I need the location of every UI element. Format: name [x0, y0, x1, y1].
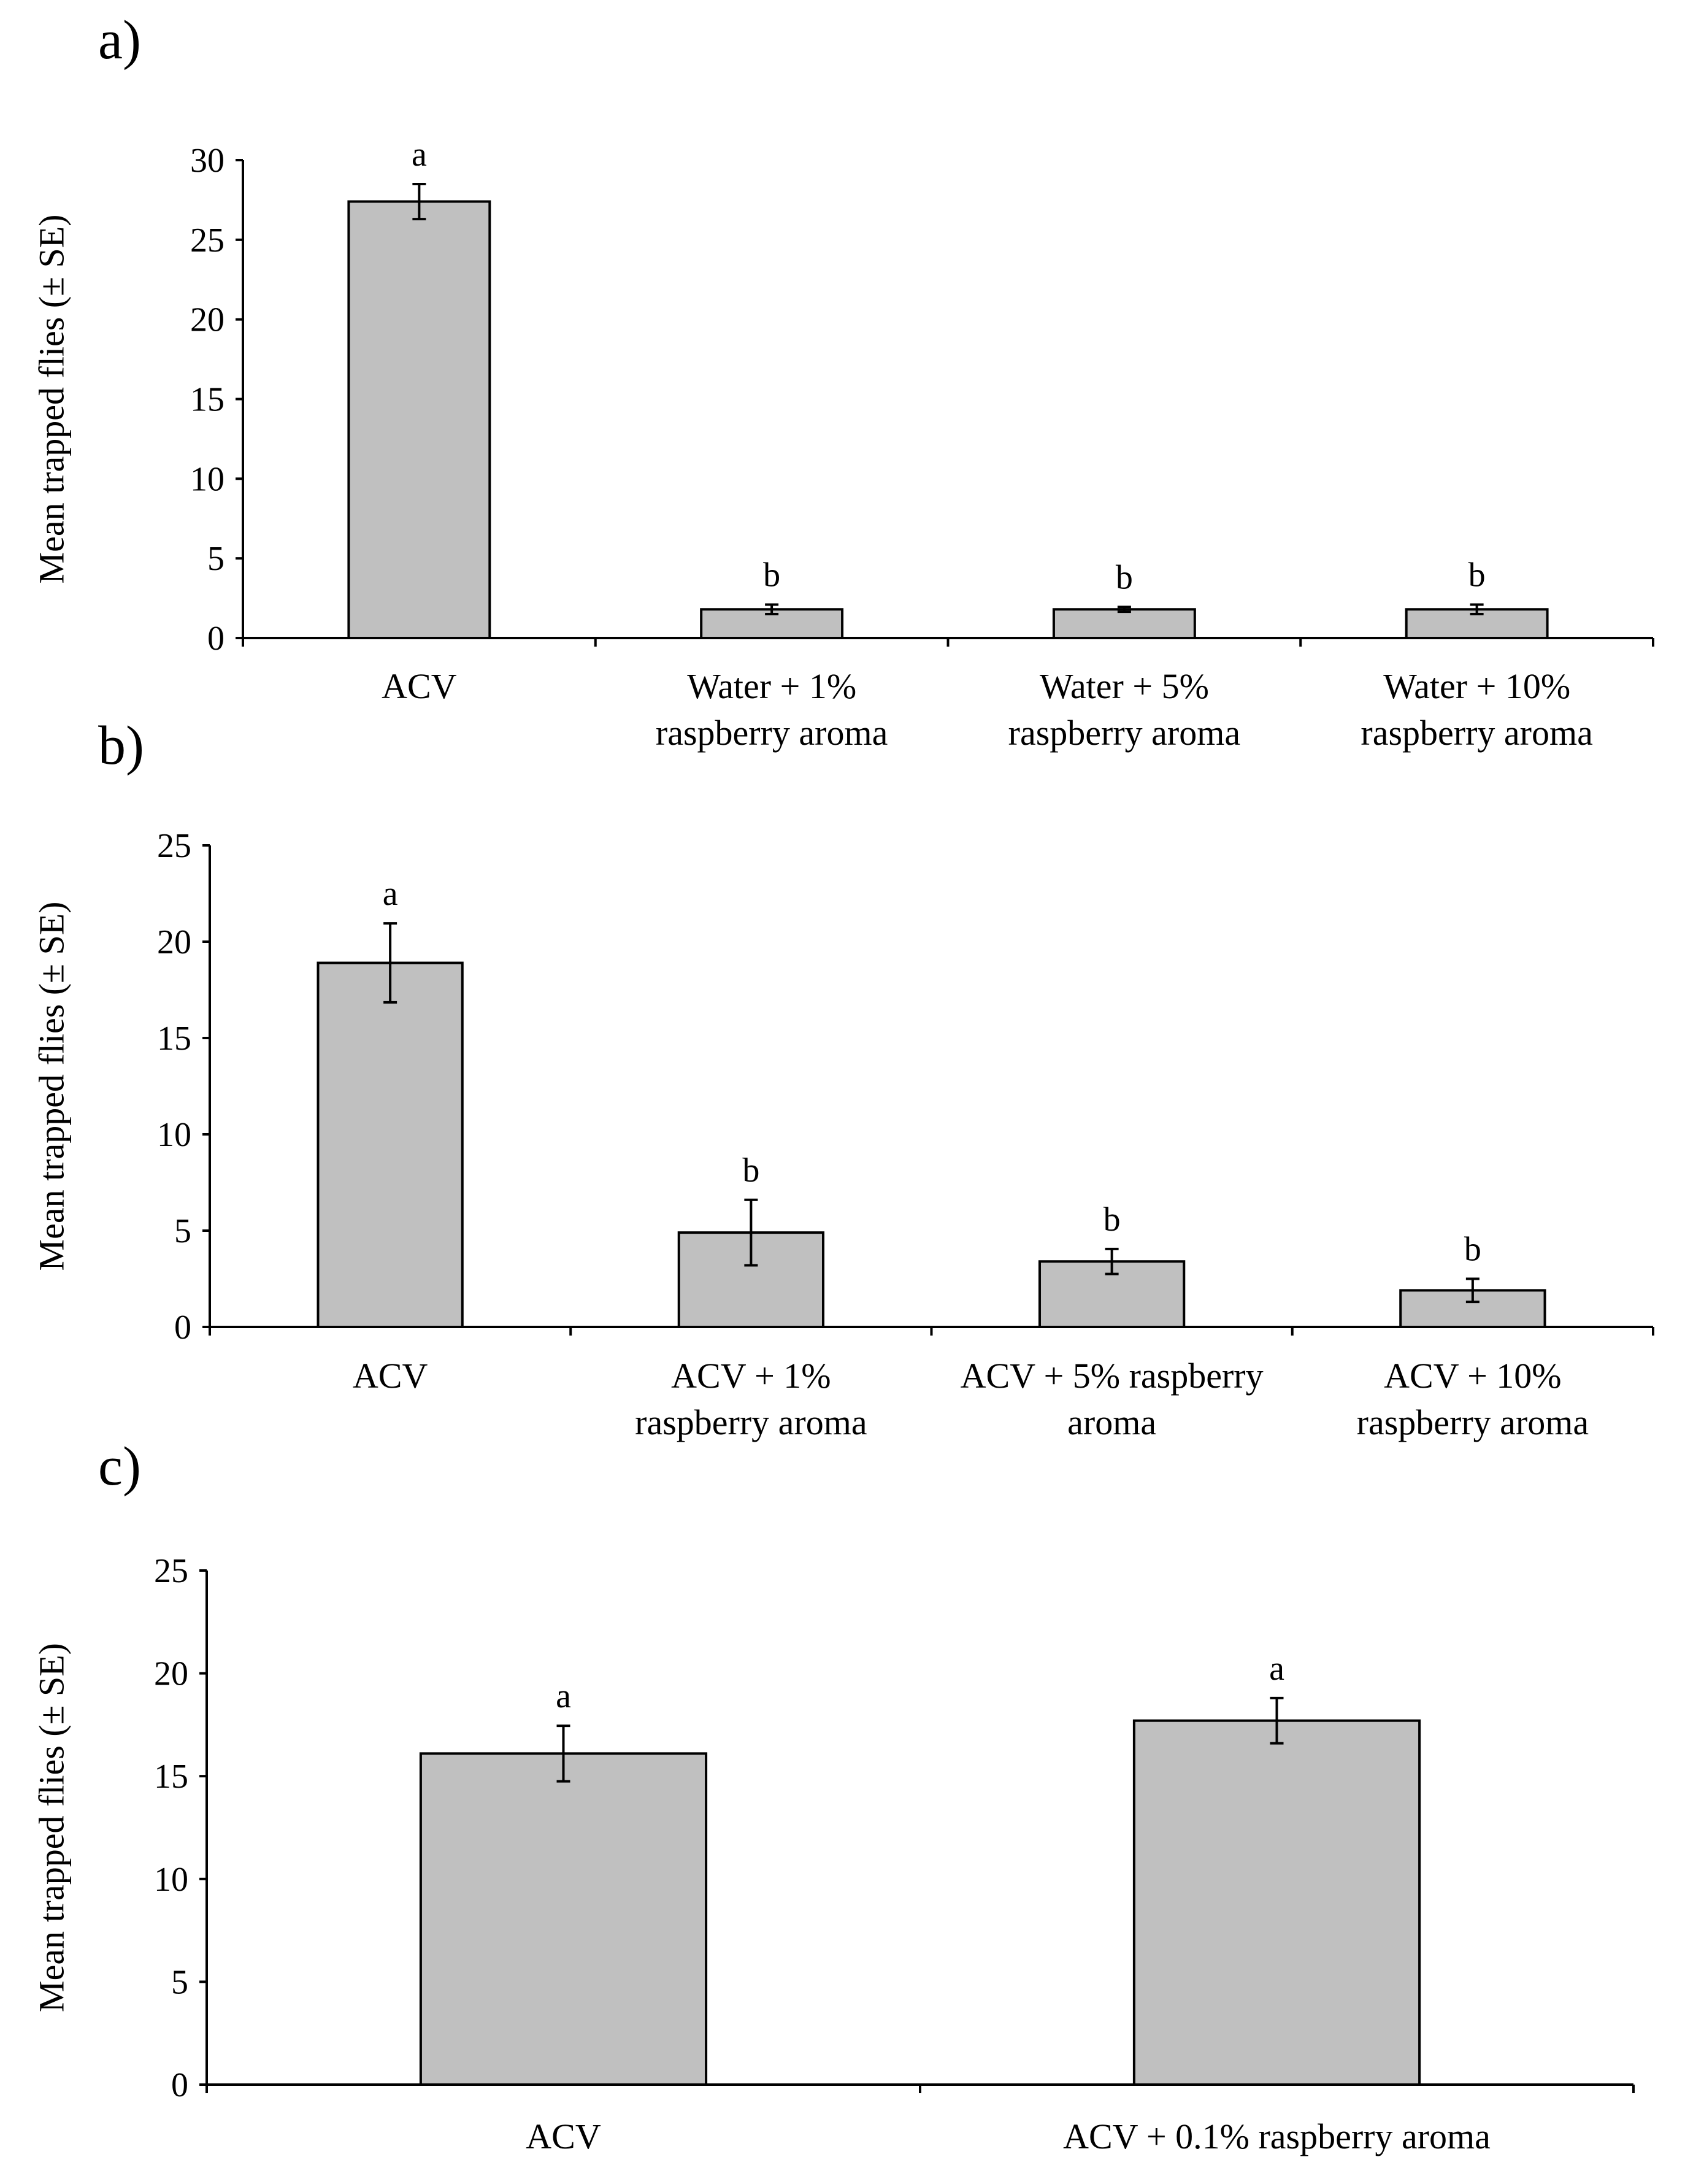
bar [317, 961, 464, 1329]
bar [1132, 1719, 1421, 2086]
y-tick-label: 15 [154, 1758, 188, 1796]
y-axis-label: Mean trapped flies (± SE) [32, 902, 72, 1271]
significance-label: a [412, 136, 427, 174]
significance-label: b [763, 556, 780, 594]
significance-label: b [1468, 556, 1486, 594]
significance-label: b [1464, 1231, 1481, 1269]
x-category-label: Water + 10% [1383, 666, 1570, 706]
x-category-label: Water + 1% [687, 666, 856, 706]
y-tick-label: 10 [190, 460, 225, 498]
y-tick-label: 5 [174, 1212, 191, 1250]
y-tick-label: 0 [171, 2066, 188, 2104]
bar [1052, 608, 1196, 640]
y-tick-label: 0 [174, 1309, 191, 1347]
x-category-label: ACV + 1% [671, 1356, 831, 1396]
significance-label: a [1269, 1650, 1284, 1688]
panel-label: b) [98, 715, 144, 776]
panel-b: b) Mean trapped flies (± SE) 0 5 10 15 20 25 a AC… [32, 715, 1654, 1442]
x-category-label: raspberry aroma [1361, 713, 1592, 753]
x-category-label: raspberry aroma [1357, 1402, 1589, 1442]
panel-a: a) Mean trapped flies (± SE) 0 5 10 15 20 25 30 a… [32, 10, 1654, 753]
x-category-label: ACV [526, 2117, 601, 2156]
y-tick-label: 20 [190, 301, 225, 339]
y-tick-label: 25 [157, 827, 191, 865]
x-category-label: ACV + 0.1% raspberry aroma [1063, 2117, 1491, 2156]
significance-label: a [383, 875, 398, 913]
y-tick-label: 30 [190, 142, 225, 180]
x-category-label: raspberry aroma [1008, 713, 1240, 753]
y-tick-label: 15 [157, 1020, 191, 1058]
y-tick-label: 25 [154, 1552, 188, 1590]
x-category-label: raspberry aroma [656, 713, 888, 753]
y-tick-label: 25 [190, 221, 225, 260]
y-tick-label: 5 [207, 540, 225, 578]
x-category-label: Water + 5% [1040, 666, 1209, 706]
y-tick-label: 5 [171, 1963, 188, 2001]
panel-c: c) Mean trapped flies (± SE) 0 5 10 15 20 25 a AC… [32, 1436, 1635, 2156]
significance-label: b [1104, 1201, 1121, 1239]
significance-label: a [556, 1677, 571, 1715]
y-axis-label: Mean trapped flies (± SE) [32, 1643, 72, 2012]
y-axis-label: Mean trapped flies (± SE) [32, 215, 72, 584]
x-category-label: ACV [382, 666, 457, 706]
panel-label: a) [98, 10, 141, 71]
significance-label: b [1116, 558, 1133, 596]
bar [347, 200, 491, 640]
x-category-label: ACV + 5% raspberry [961, 1356, 1264, 1396]
x-category-label: ACV [353, 1356, 428, 1396]
y-tick-label: 15 [190, 381, 225, 419]
significance-label: b [742, 1152, 759, 1190]
x-category-label: ACV + 10% [1384, 1356, 1561, 1396]
x-category-label: aroma [1067, 1402, 1156, 1442]
panel-label: c) [98, 1436, 141, 1497]
y-tick-label: 20 [154, 1655, 188, 1693]
y-tick-label: 0 [207, 620, 225, 658]
y-tick-label: 10 [157, 1116, 191, 1154]
y-tick-label: 10 [154, 1861, 188, 1899]
bar [419, 1752, 708, 2086]
x-category-label: raspberry aroma [635, 1402, 867, 1442]
y-tick-label: 20 [157, 923, 191, 961]
